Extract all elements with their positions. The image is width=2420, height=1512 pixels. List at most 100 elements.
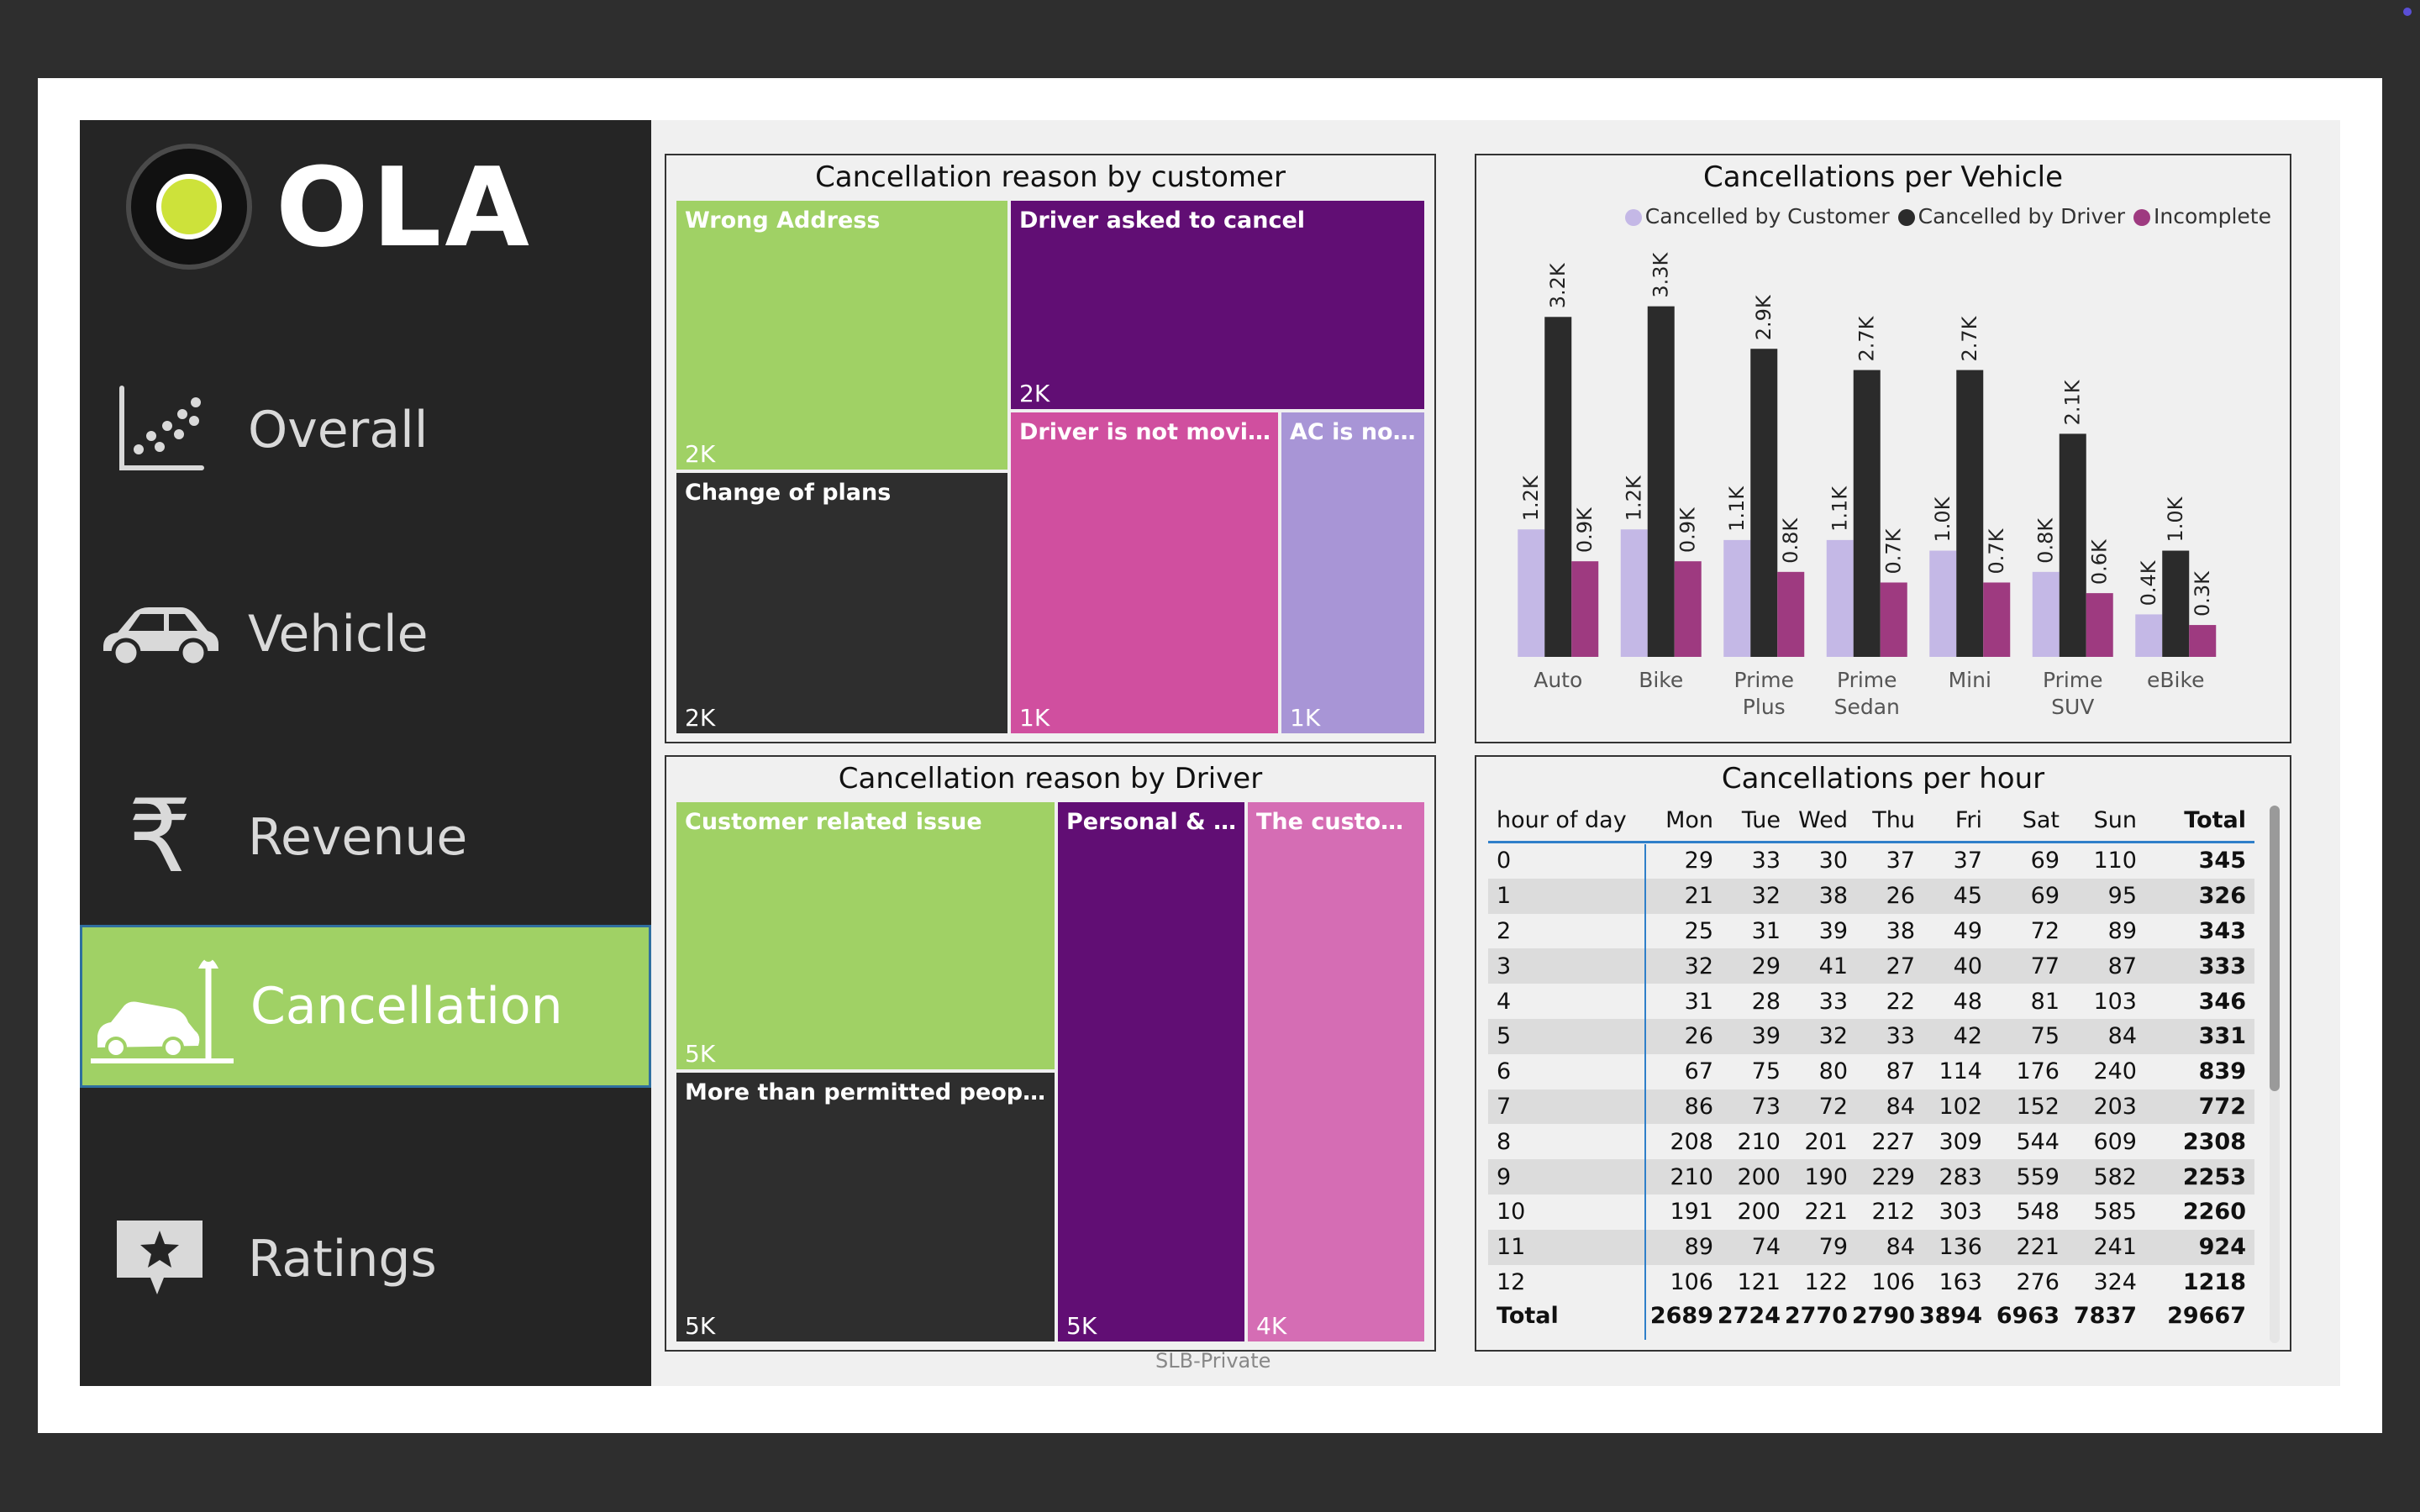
table-cell: 5 xyxy=(1488,1018,1646,1054)
x-tick-label: eBike xyxy=(2147,668,2204,692)
column-header[interactable]: Sat xyxy=(2022,806,2060,833)
table-total-cell: Total xyxy=(1497,1302,1559,1329)
table-row[interactable]: 7 86 73 72 84 102 152 203 772 xyxy=(1488,1089,2254,1125)
table-row[interactable]: 4 31 28 33 22 48 81 103 346 xyxy=(1488,984,2254,1019)
bar[interactable] xyxy=(1956,370,1984,657)
bar[interactable] xyxy=(1777,571,1805,657)
bar[interactable] xyxy=(1620,529,1648,657)
column-header[interactable]: Tue xyxy=(1741,806,1781,833)
table-row[interactable]: 2 25 31 39 38 49 72 89 343 xyxy=(1488,914,2254,949)
bar[interactable] xyxy=(2162,550,2190,657)
bar[interactable] xyxy=(1750,349,1778,657)
table-row[interactable]: 6 67 75 80 87 114 176 240 839 xyxy=(1488,1054,2254,1089)
treemap-tile[interactable]: Wrong Address 2K xyxy=(675,199,1009,471)
table-cell: 69 xyxy=(2030,848,2060,874)
table-row[interactable]: 8 208 210 201 227 309 544 609 2308 xyxy=(1488,1124,2254,1159)
bar[interactable] xyxy=(2135,614,2163,657)
table-row[interactable]: 3 32 29 41 27 40 77 87 333 xyxy=(1488,948,2254,984)
bar[interactable] xyxy=(1983,582,2011,657)
nav-label-overall: Overall xyxy=(248,401,429,459)
table-cell: 240 xyxy=(2093,1058,2137,1085)
bar[interactable] xyxy=(1571,561,1599,657)
column-header[interactable]: Mon xyxy=(1665,806,1713,833)
table-cell: 12 xyxy=(1497,1268,1526,1295)
column-header[interactable]: Wed xyxy=(1798,806,1848,833)
x-tick-label: Bike xyxy=(1639,668,1683,692)
legend-item-incomplete[interactable]: Incomplete xyxy=(2133,204,2271,228)
nav-item-cancellation[interactable]: Cancellation xyxy=(80,925,651,1088)
customer-reason-panel: Cancellation reason by customer Wrong Ad… xyxy=(665,154,1436,743)
bar[interactable] xyxy=(1723,539,1751,657)
treemap-tile[interactable]: The custome... 4K xyxy=(1246,801,1426,1343)
table-cell: 136 xyxy=(1915,1229,1982,1265)
table-cell: 106 xyxy=(1670,1268,1713,1295)
bar[interactable] xyxy=(1647,306,1675,657)
table-cell: 333 xyxy=(2137,948,2254,984)
table-row[interactable]: 0 29 33 30 37 37 69 110 345 xyxy=(1488,843,2254,879)
table-row[interactable]: 1 21 32 38 26 45 69 95 326 xyxy=(1488,878,2254,914)
table-cell: 33 xyxy=(1848,1018,1915,1054)
table-cell: 38 xyxy=(1781,878,1848,914)
table-cell: 1218 xyxy=(2182,1268,2246,1295)
table-row[interactable]: 11 89 74 79 84 136 221 241 924 xyxy=(1488,1229,2254,1265)
treemap-tile[interactable]: Personal & C... 5K xyxy=(1056,801,1246,1343)
table-row[interactable]: 10 191 200 221 212 303 548 585 2260 xyxy=(1488,1194,2254,1230)
scrollbar-thumb[interactable] xyxy=(2270,806,2280,1091)
footer-label: SLB-Private xyxy=(1155,1349,1271,1373)
table-cell: 31 xyxy=(1684,988,1713,1015)
treemap-tile[interactable]: More than permitted people i... 5K xyxy=(675,1071,1056,1343)
treemap-tile[interactable]: Driver is not moving... 1K xyxy=(1009,411,1280,735)
table-cell: 343 xyxy=(2198,917,2246,944)
table-cell: 559 xyxy=(1982,1159,2060,1194)
bar[interactable] xyxy=(2086,593,2113,657)
table-cell: 6 xyxy=(1497,1058,1512,1085)
table-cell: 45 xyxy=(1915,878,1982,914)
bar[interactable] xyxy=(2032,571,2060,657)
table-cell: 38 xyxy=(1886,917,1915,944)
column-header[interactable]: Sun xyxy=(2093,806,2137,833)
table-cell: 2253 xyxy=(2137,1159,2254,1194)
bar[interactable] xyxy=(1853,370,1881,657)
bar[interactable] xyxy=(1544,317,1572,657)
table-cell: 37 xyxy=(1886,848,1915,874)
bar[interactable] xyxy=(1929,550,1957,657)
column-header[interactable]: Total xyxy=(2184,806,2246,833)
bar[interactable] xyxy=(2059,433,2086,657)
nav-item-ratings[interactable]: Ratings xyxy=(80,1180,651,1338)
table-cell: 303 xyxy=(1939,1199,1982,1226)
table-cell: 25 xyxy=(1684,917,1713,944)
table-cell: 39 xyxy=(1818,917,1848,944)
table-cell: 75 xyxy=(1751,1058,1781,1085)
treemap-tile[interactable]: AC is not ... 1K xyxy=(1280,411,1426,735)
treemap-tile[interactable]: Customer related issue 5K xyxy=(675,801,1056,1071)
nav-item-vehicle[interactable]: Vehicle xyxy=(80,555,651,713)
bar[interactable] xyxy=(2189,625,2217,657)
column-header[interactable]: Fri xyxy=(1954,806,1982,833)
table-cell: 67 xyxy=(1684,1058,1713,1085)
bar[interactable] xyxy=(1826,539,1854,657)
bar[interactable] xyxy=(1518,529,1545,657)
treemap-tile[interactable]: Change of plans 2K xyxy=(675,471,1009,735)
tile-value: 5K xyxy=(1066,1312,1097,1340)
table-cell: 114 xyxy=(1939,1058,1982,1085)
bar[interactable] xyxy=(1880,582,1907,657)
column-header[interactable]: Thu xyxy=(1872,806,1915,833)
data-label: 1.0K xyxy=(2164,496,2187,542)
x-tick-label: Auto xyxy=(1534,668,1582,692)
table-row[interactable]: 12 106 121 122 106 163 276 324 1218 xyxy=(1488,1265,2254,1300)
data-label: 1.1K xyxy=(1828,486,1852,532)
nav-item-revenue[interactable]: ₹ Revenue xyxy=(80,759,651,916)
column-header[interactable]: hour of day xyxy=(1497,806,1627,833)
legend-item-customer[interactable]: Cancelled by Customer xyxy=(1624,204,1890,228)
nav-item-overall[interactable]: Overall xyxy=(80,351,651,509)
legend-item-driver[interactable]: Cancelled by Driver xyxy=(1897,204,2125,228)
table-row[interactable]: 5 26 39 32 33 42 75 84 331 xyxy=(1488,1018,2254,1054)
vertical-scrollbar[interactable] xyxy=(2270,806,2280,1343)
bar[interactable] xyxy=(1674,561,1702,657)
table-cell: 191 xyxy=(1670,1199,1713,1226)
table-cell: 89 xyxy=(2107,917,2137,944)
data-label: 0.8K xyxy=(1779,517,1802,564)
table-cell: 201 xyxy=(1804,1128,1848,1155)
treemap-tile[interactable]: Driver asked to cancel 2K xyxy=(1009,199,1426,411)
table-row[interactable]: 9 210 200 190 229 283 559 582 2253 xyxy=(1488,1159,2254,1194)
